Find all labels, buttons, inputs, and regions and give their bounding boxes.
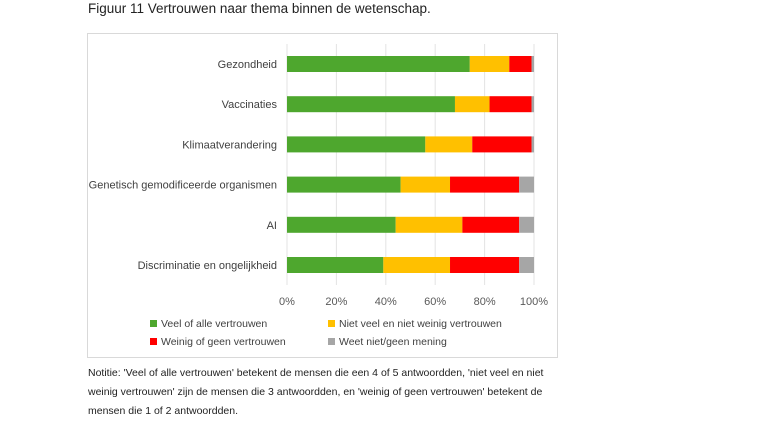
bar-segment [287,216,396,233]
bar-segment [425,136,473,153]
bar-segment [395,216,463,233]
bar-segment [489,96,532,113]
bar-segment [531,96,534,113]
legend-label: Niet veel en niet weinig vertrouwen [339,318,502,330]
bar-segment [287,257,384,273]
figure-title: Figuur 11 Vertrouwen naar thema binnen d… [88,1,431,16]
x-tick-label: 0% [279,296,295,308]
bar-segment [509,56,532,72]
legend-label: Weinig of geen vertrouwen [161,336,286,348]
legend-label: Veel of alle vertrouwen [161,318,267,330]
bar-segment [462,216,520,233]
legend-swatch [150,320,157,327]
legend-label: Weet niet/geen mening [339,336,447,348]
category-label: AI [267,220,277,232]
bar-segment [469,56,510,72]
bar-segment [519,257,534,273]
bar-segment [383,257,451,273]
bar-segment [519,176,534,193]
x-tick-label: 20% [325,296,347,308]
bar-segment [287,176,401,193]
bar-segment [400,176,451,193]
legend-swatch [328,320,335,327]
bar-segment [472,136,532,153]
bar-segment [450,257,520,273]
bar-segment [531,56,534,72]
legend-swatch [328,338,335,345]
x-tick-label: 40% [375,296,397,308]
figure-note: Notitie: 'Veel of alle vertrouwen' betek… [88,367,544,417]
bar-segment [287,56,470,72]
bar-segment [531,136,534,153]
bar-segment [454,96,490,113]
x-tick-label: 100% [520,296,548,308]
category-label: Gezondheid [218,59,277,71]
bar-segment [519,216,534,233]
legend-swatch [150,338,157,345]
category-label: Genetisch gemodificeerde organismen [89,180,277,192]
category-label: Discriminatie en ongelijkheid [138,260,277,272]
bar-segment [287,96,455,113]
chart-frame [87,33,558,358]
bar-segment [450,176,520,193]
x-tick-label: 80% [474,296,496,308]
category-label: Klimaatverandering [182,139,277,151]
x-tick-label: 60% [424,296,446,308]
category-label: Vaccinaties [222,99,278,111]
bar-segment [287,136,426,153]
